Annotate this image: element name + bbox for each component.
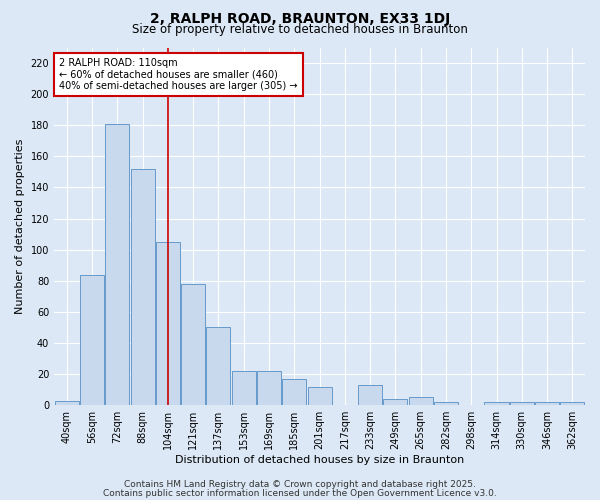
- Bar: [484, 402, 509, 405]
- X-axis label: Distribution of detached houses by size in Braunton: Distribution of detached houses by size …: [175, 455, 464, 465]
- Y-axis label: Number of detached properties: Number of detached properties: [15, 138, 25, 314]
- Bar: [434, 402, 458, 405]
- Bar: [55, 400, 79, 405]
- Text: 2 RALPH ROAD: 110sqm
← 60% of detached houses are smaller (460)
40% of semi-deta: 2 RALPH ROAD: 110sqm ← 60% of detached h…: [59, 58, 298, 92]
- Bar: [510, 402, 534, 405]
- Bar: [206, 328, 230, 405]
- Bar: [80, 274, 104, 405]
- Bar: [156, 242, 180, 405]
- Bar: [257, 371, 281, 405]
- Bar: [282, 379, 306, 405]
- Bar: [232, 371, 256, 405]
- Bar: [383, 399, 407, 405]
- Bar: [535, 402, 559, 405]
- Bar: [131, 169, 155, 405]
- Text: Contains HM Land Registry data © Crown copyright and database right 2025.: Contains HM Land Registry data © Crown c…: [124, 480, 476, 489]
- Text: Size of property relative to detached houses in Braunton: Size of property relative to detached ho…: [132, 22, 468, 36]
- Bar: [181, 284, 205, 405]
- Bar: [409, 398, 433, 405]
- Bar: [308, 386, 332, 405]
- Text: 2, RALPH ROAD, BRAUNTON, EX33 1DJ: 2, RALPH ROAD, BRAUNTON, EX33 1DJ: [150, 12, 450, 26]
- Bar: [560, 402, 584, 405]
- Text: Contains public sector information licensed under the Open Government Licence v3: Contains public sector information licen…: [103, 488, 497, 498]
- Bar: [358, 385, 382, 405]
- Bar: [105, 124, 129, 405]
